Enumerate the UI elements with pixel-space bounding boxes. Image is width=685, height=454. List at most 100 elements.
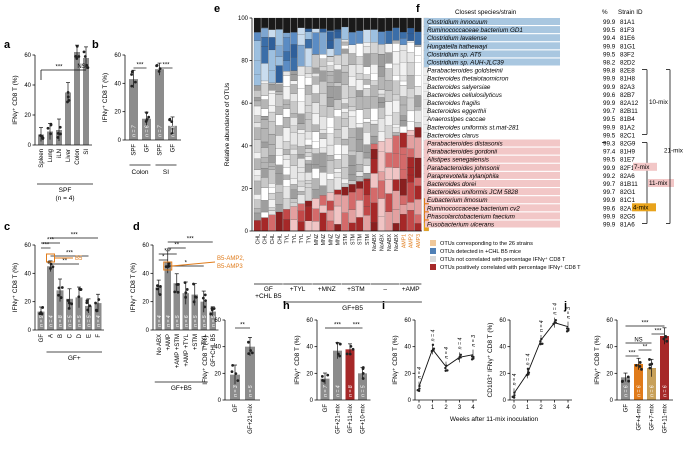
panel-e-stack-segment <box>349 107 356 111</box>
panel-e-stack-segment <box>305 48 312 67</box>
panel-e-stack-segment <box>349 129 356 138</box>
panel-d-category-label: No ABX <box>157 334 163 355</box>
panel-j-tick-label: 60 <box>606 318 613 324</box>
panel-e-stack-segment <box>349 45 356 54</box>
panel-e-stack-segment <box>283 86 290 100</box>
panel-e-stack-segment <box>378 103 385 108</box>
panel-e-stack-segment <box>327 98 334 107</box>
panel-i-left-data-point <box>457 357 459 359</box>
panel-e-stack-segment <box>305 113 312 119</box>
panel-e-stack-segment <box>364 195 371 206</box>
panel-e-stack-segment <box>342 168 349 179</box>
panel-f-pct: 99.6 <box>603 205 616 212</box>
panel-e-stack-segment <box>400 105 407 116</box>
panel-e-stack-segment <box>291 155 298 166</box>
panel-e-stack-segment <box>415 110 422 123</box>
panel-f-strain-id: 83F2 <box>620 51 635 58</box>
panel-i-left-data-point <box>445 365 447 367</box>
panel-e-stack-segment <box>269 183 276 187</box>
panel-j-n-label: n = 6 <box>650 385 656 397</box>
panel-e-stack-segment <box>407 98 414 111</box>
panel-e-stack-segment <box>385 81 392 91</box>
panel-f-species: Anaerostipes caccae <box>426 116 486 123</box>
panel-d-data-point <box>184 296 187 299</box>
panel-i-left-tick-label: 20 <box>404 371 411 377</box>
panel-d-n-label: n = 5 <box>175 315 181 327</box>
panel-d-data-point <box>184 281 187 284</box>
panel-e-stack-segment <box>356 56 363 64</box>
panel-e-stack-segment <box>334 159 341 168</box>
panel-e-stack-segment <box>364 42 371 46</box>
panel-d-sig-label: *** <box>187 237 195 243</box>
panel-e-sample-label: AMP3 <box>416 234 422 248</box>
panel-e-stack-segment <box>269 30 276 38</box>
panel-e-stack-segment <box>385 153 392 167</box>
panel-letter-c: c <box>4 221 10 233</box>
panel-e-stack-segment <box>342 65 349 72</box>
panel-e-stack-segment <box>378 118 385 131</box>
panel-e-stack-segment <box>283 71 290 76</box>
panel-c-n-label: n = 4 <box>49 315 55 327</box>
panel-f-pct: 99.5 <box>603 27 616 34</box>
panel-e-stack-segment <box>342 45 349 49</box>
panel-e-stack-segment <box>254 152 261 158</box>
panel-e-stack-segment <box>364 30 371 43</box>
panel-e-stack-segment <box>312 221 319 231</box>
panel-e-stack-segment <box>269 84 276 90</box>
panel-e-stack-segment <box>305 85 312 94</box>
panel-i-left-tick-label: 60 <box>404 318 411 324</box>
panel-e-stack-segment <box>298 194 305 203</box>
panel-i-left-data-point <box>444 367 446 369</box>
panel-b-category-label: SPF <box>132 144 138 156</box>
panel-f-legend-swatch <box>430 256 436 262</box>
panel-e-stack-segment <box>276 155 283 164</box>
panel-e-stack-segment <box>334 138 341 144</box>
panel-a-category-label: iLN <box>57 149 63 158</box>
panel-e-stack-segment <box>400 97 407 105</box>
panel-g-category-label: GF+21-mix <box>248 404 254 434</box>
panel-e-stack-segment <box>385 44 392 53</box>
panel-e-stack-segment <box>349 53 356 64</box>
panel-h-data-point <box>326 374 329 377</box>
panel-e-stack-segment <box>407 111 414 121</box>
panel-e-stack-segment <box>276 46 283 57</box>
panel-f-pct: 99.4 <box>603 35 616 42</box>
panel-e-stack-segment <box>261 200 268 212</box>
panel-e-stack-segment <box>378 181 385 199</box>
panel-f-mix-11: 11-mix <box>649 180 668 187</box>
panel-i-right-data-point <box>555 321 557 323</box>
panel-h-n-label: n = 4 <box>336 385 342 397</box>
panel-i-right-n-label: n = 4 <box>539 320 545 332</box>
panel-f-species: Ruminococcaceae bacterium GD1 <box>427 27 523 34</box>
panel-i-right-data-point <box>567 329 569 331</box>
panel-d-data-point <box>203 305 206 308</box>
panel-e-stack-segment <box>276 192 283 204</box>
panel-e-stack-segment <box>305 32 312 39</box>
panel-e-stack-segment <box>334 18 341 29</box>
panel-e-stack-segment <box>320 71 327 81</box>
panel-h-tick-label: 20 <box>306 371 313 377</box>
panel-e-stack-segment <box>393 94 400 100</box>
panel-e-stack-segment <box>415 32 422 45</box>
panel-a-data-point <box>42 137 45 140</box>
panel-e-stack-segment <box>269 50 276 71</box>
panel-j-category-label: GF <box>624 404 630 413</box>
panel-a-footer-top: SPF <box>59 187 72 194</box>
panel-e-stack-segment <box>327 71 334 75</box>
panel-d-sig-label: *** <box>164 249 172 255</box>
panel-h-data-point <box>339 343 342 346</box>
panel-i-left-x-tick-label: 4 <box>471 405 475 411</box>
panel-e-stack-segment <box>356 165 363 172</box>
panel-e-stack-segment <box>298 168 305 173</box>
panel-b-n-label: n = 7 <box>132 124 138 137</box>
panel-a-data-point <box>66 101 69 104</box>
panel-e-group-label: +MNZ <box>318 286 336 293</box>
panel-e-stack-segment <box>276 204 283 212</box>
panel-e-stack-segment <box>312 165 319 169</box>
panel-e-stack-segment <box>400 179 407 195</box>
panel-e-stack-segment <box>342 187 349 195</box>
panel-e-stack-segment <box>364 119 371 122</box>
panel-e-sample-label: NoABX <box>372 233 378 251</box>
panel-e-stack-segment <box>342 85 349 98</box>
panel-e-stack-segment <box>407 28 414 34</box>
